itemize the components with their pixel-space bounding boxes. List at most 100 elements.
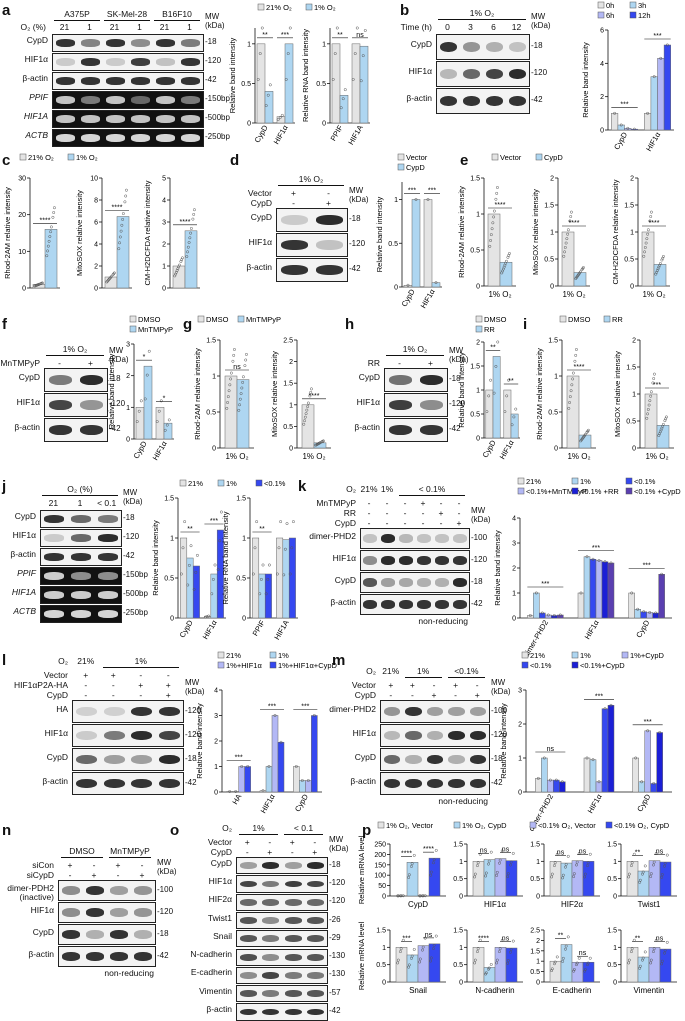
data-point bbox=[529, 614, 531, 616]
blot-band bbox=[399, 534, 413, 542]
data-point bbox=[413, 854, 415, 856]
x-tick-label: HIF1A bbox=[346, 124, 364, 147]
data-point bbox=[427, 198, 429, 200]
panel-label-g: g bbox=[183, 316, 192, 333]
data-point bbox=[136, 420, 138, 422]
data-point bbox=[661, 425, 663, 427]
blot-band bbox=[381, 556, 395, 564]
data-point bbox=[342, 97, 344, 99]
data-point bbox=[269, 84, 271, 86]
condition-sign: + bbox=[155, 680, 183, 690]
significance-label: **** bbox=[574, 364, 585, 371]
data-point bbox=[34, 284, 36, 286]
data-point bbox=[647, 408, 649, 410]
data-point bbox=[564, 866, 566, 868]
blot-band bbox=[131, 115, 150, 122]
bar bbox=[618, 125, 625, 130]
blot-row-label: N-cadherin bbox=[174, 950, 232, 959]
y-tick-label: 1 bbox=[476, 212, 480, 219]
data-point bbox=[550, 876, 552, 878]
data-point bbox=[638, 967, 640, 969]
o2-level-label: 1% bbox=[378, 484, 396, 494]
o2-level-label: 1% bbox=[100, 656, 183, 666]
blot-band bbox=[399, 600, 413, 608]
y-tick-label: 1 bbox=[170, 536, 174, 543]
data-point bbox=[291, 547, 293, 549]
data-point bbox=[657, 268, 659, 270]
data-point bbox=[187, 246, 189, 248]
data-point bbox=[553, 963, 555, 965]
legend-swatch bbox=[454, 822, 460, 828]
data-point bbox=[553, 864, 555, 866]
blot-band bbox=[440, 96, 457, 107]
data-point bbox=[190, 545, 192, 547]
data-point bbox=[630, 950, 632, 952]
blot-band bbox=[156, 115, 175, 122]
x-tick-label: HIF1α bbox=[583, 618, 601, 641]
data-point bbox=[226, 401, 228, 403]
mw-marker: -100 bbox=[157, 885, 173, 894]
bar bbox=[277, 117, 285, 123]
legend-swatch bbox=[626, 478, 632, 484]
blot-row bbox=[236, 1003, 328, 1020]
blot-band bbox=[417, 600, 431, 608]
blot-band bbox=[62, 908, 80, 916]
y-tick-label: 0 bbox=[382, 980, 386, 987]
data-point bbox=[419, 958, 421, 960]
blot-band bbox=[509, 96, 526, 107]
data-point bbox=[238, 404, 240, 406]
bar bbox=[559, 782, 565, 792]
data-point bbox=[584, 968, 586, 970]
data-point bbox=[304, 416, 306, 418]
lane-label: 21 bbox=[52, 22, 77, 32]
lane-label: 3 bbox=[459, 22, 482, 32]
blot-band bbox=[285, 1009, 302, 1016]
legend-label: 1% bbox=[580, 477, 591, 486]
condition-sign: + bbox=[130, 870, 154, 880]
blot-row bbox=[40, 605, 122, 623]
blot-band bbox=[181, 115, 200, 122]
x-tick-label: CypD bbox=[132, 439, 149, 460]
y-tick-label: 1 bbox=[536, 959, 540, 966]
bar bbox=[285, 44, 293, 123]
data-point bbox=[549, 779, 551, 781]
data-point bbox=[435, 281, 437, 283]
condition-label: Vector bbox=[156, 837, 232, 847]
data-point bbox=[512, 852, 514, 854]
data-point bbox=[493, 210, 495, 212]
data-point bbox=[477, 948, 479, 950]
significance-label: ns bbox=[480, 848, 488, 855]
y-tick-label: 1.5 bbox=[530, 948, 540, 955]
data-point bbox=[50, 226, 52, 228]
y-tick-label: 0 bbox=[518, 790, 522, 797]
bar bbox=[493, 356, 500, 438]
bar bbox=[299, 781, 305, 792]
blot-band bbox=[86, 952, 104, 960]
blot-band bbox=[307, 972, 324, 979]
y-tick-label: 1 bbox=[322, 41, 326, 48]
blot-band bbox=[285, 954, 302, 961]
significance-label: *** bbox=[541, 581, 549, 588]
blot-band bbox=[470, 707, 486, 716]
data-point bbox=[242, 376, 244, 378]
bar bbox=[412, 200, 420, 288]
data-point bbox=[634, 757, 636, 759]
condition-sign: + bbox=[82, 870, 106, 880]
y-tick-label: 0 bbox=[212, 446, 216, 453]
data-point bbox=[644, 865, 646, 867]
significance-label: ns bbox=[356, 32, 364, 39]
blot-row bbox=[236, 894, 328, 911]
bar bbox=[535, 778, 541, 792]
blot-band bbox=[509, 69, 526, 80]
data-point bbox=[592, 558, 594, 560]
data-point bbox=[402, 895, 404, 897]
y-axis-label: Relative mRNA level bbox=[357, 835, 366, 904]
data-point bbox=[46, 255, 48, 257]
condition-sign: + bbox=[106, 860, 130, 870]
data-point bbox=[513, 416, 515, 418]
data-point bbox=[586, 556, 588, 558]
legend-label: <0.1%+CypD bbox=[580, 661, 625, 670]
blot-band bbox=[131, 39, 150, 46]
data-point bbox=[584, 433, 586, 435]
condition-label: MnTMPyP bbox=[0, 358, 40, 368]
